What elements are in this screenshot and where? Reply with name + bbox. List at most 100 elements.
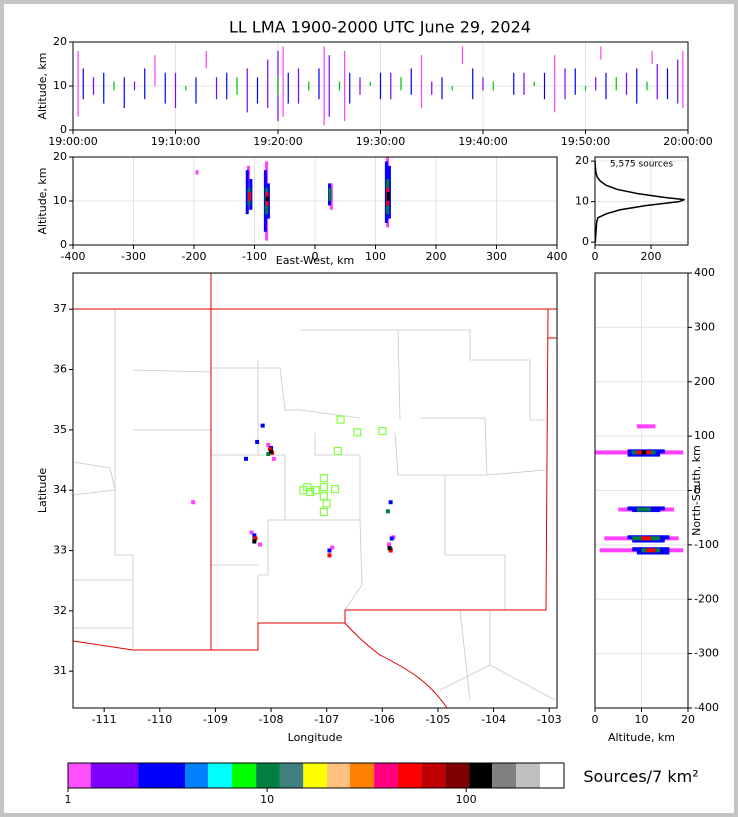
x-tick-label: -110	[147, 713, 172, 726]
source-column	[386, 192, 390, 201]
source-column	[564, 68, 566, 100]
x-axis-label: Altitude, km	[608, 731, 675, 744]
source-column	[492, 81, 494, 91]
source-column	[420, 55, 423, 108]
source-column	[277, 77, 279, 95]
source-column	[308, 81, 310, 91]
source-column	[123, 77, 125, 108]
source-column	[369, 81, 371, 86]
x-tick-label: 10	[635, 713, 649, 726]
plot-frame	[72, 156, 558, 246]
y-tick-label: 100	[694, 429, 715, 442]
y-tick-label: 20	[575, 154, 589, 167]
x-tick-label: 0	[592, 250, 599, 263]
source-column	[482, 77, 484, 91]
color-swatch	[540, 763, 564, 788]
color-swatch	[398, 763, 422, 788]
y-tick-label: -100	[694, 538, 719, 551]
x-tick-label: 19:50:00	[561, 135, 610, 148]
station	[319, 483, 329, 492]
y-tick-label: -400	[694, 701, 719, 714]
x-tick-label: -109	[203, 713, 228, 726]
y-tick-label: 10	[575, 195, 589, 208]
station	[319, 474, 329, 483]
source-point	[388, 548, 393, 553]
source-point	[252, 533, 257, 538]
x-tick-label: 19:30:00	[356, 135, 405, 148]
source-column	[656, 64, 658, 100]
x-tick-label: 20	[681, 713, 695, 726]
source-column	[338, 81, 341, 91]
plot-frame	[72, 272, 558, 709]
source-column	[605, 72, 607, 100]
source-point	[266, 442, 271, 447]
source-column	[625, 72, 628, 95]
source-column	[154, 55, 156, 86]
x-tick-label: -200	[182, 250, 207, 263]
source-column	[451, 86, 453, 91]
source-column	[390, 72, 392, 100]
source-column	[265, 196, 269, 201]
source-column	[677, 59, 679, 104]
station	[299, 486, 308, 495]
source-point	[388, 500, 393, 505]
source-column	[226, 72, 228, 100]
source-row	[627, 452, 661, 457]
y-axis-label: North-South, km	[690, 445, 703, 536]
source-column	[379, 72, 382, 100]
source-column	[595, 77, 597, 91]
plot-frame	[594, 156, 689, 246]
color-swatch	[516, 763, 541, 788]
x-tick-label: 200	[641, 250, 662, 263]
color-swatch	[90, 763, 139, 788]
color-swatch	[185, 763, 209, 788]
y-tick-label: 36	[53, 363, 67, 376]
source-column	[533, 81, 535, 86]
x-tick-label: -111	[92, 713, 117, 726]
source-row	[646, 548, 656, 553]
source-column	[287, 72, 289, 104]
source-column	[297, 68, 300, 104]
source-column	[323, 46, 325, 126]
x-tick-label: 0	[312, 250, 319, 263]
source-column	[144, 68, 146, 100]
source-column	[185, 86, 187, 91]
y-tick-label: -300	[694, 647, 719, 660]
source-column	[195, 170, 199, 175]
source-point	[386, 542, 391, 547]
map-borders	[72, 273, 557, 709]
chart-title: LL LMA 1900-2000 UTC June 29, 2024	[229, 18, 531, 37]
source-point	[244, 456, 249, 461]
source-row	[636, 507, 651, 512]
source-column	[584, 86, 587, 91]
x-tick-label: 19:20:00	[253, 135, 302, 148]
histogram-line	[594, 161, 685, 243]
x-tick-label: 200	[426, 250, 447, 263]
y-tick-label: 400	[694, 266, 715, 279]
color-swatch	[421, 763, 446, 788]
source-column	[318, 68, 320, 100]
x-tick-label: -300	[121, 250, 146, 263]
source-column	[77, 50, 79, 117]
station	[333, 446, 342, 456]
source-row	[636, 550, 670, 555]
x-tick-label: -103	[537, 713, 562, 726]
source-point	[260, 423, 265, 428]
x-tick-label: 10	[260, 793, 274, 806]
source-column	[646, 81, 648, 91]
source-point	[191, 500, 196, 505]
x-tick-label: 1	[65, 793, 72, 806]
source-column	[523, 72, 525, 95]
x-tick-label: -108	[259, 713, 284, 726]
source-column	[600, 46, 602, 60]
source-column	[328, 187, 332, 201]
x-tick-label: 400	[547, 250, 568, 263]
station	[336, 415, 345, 424]
source-row	[641, 536, 651, 541]
y-tick-label: 0	[694, 484, 701, 497]
station	[353, 428, 362, 437]
source-column	[651, 50, 653, 64]
source-column	[246, 68, 248, 113]
source-column	[615, 77, 617, 91]
